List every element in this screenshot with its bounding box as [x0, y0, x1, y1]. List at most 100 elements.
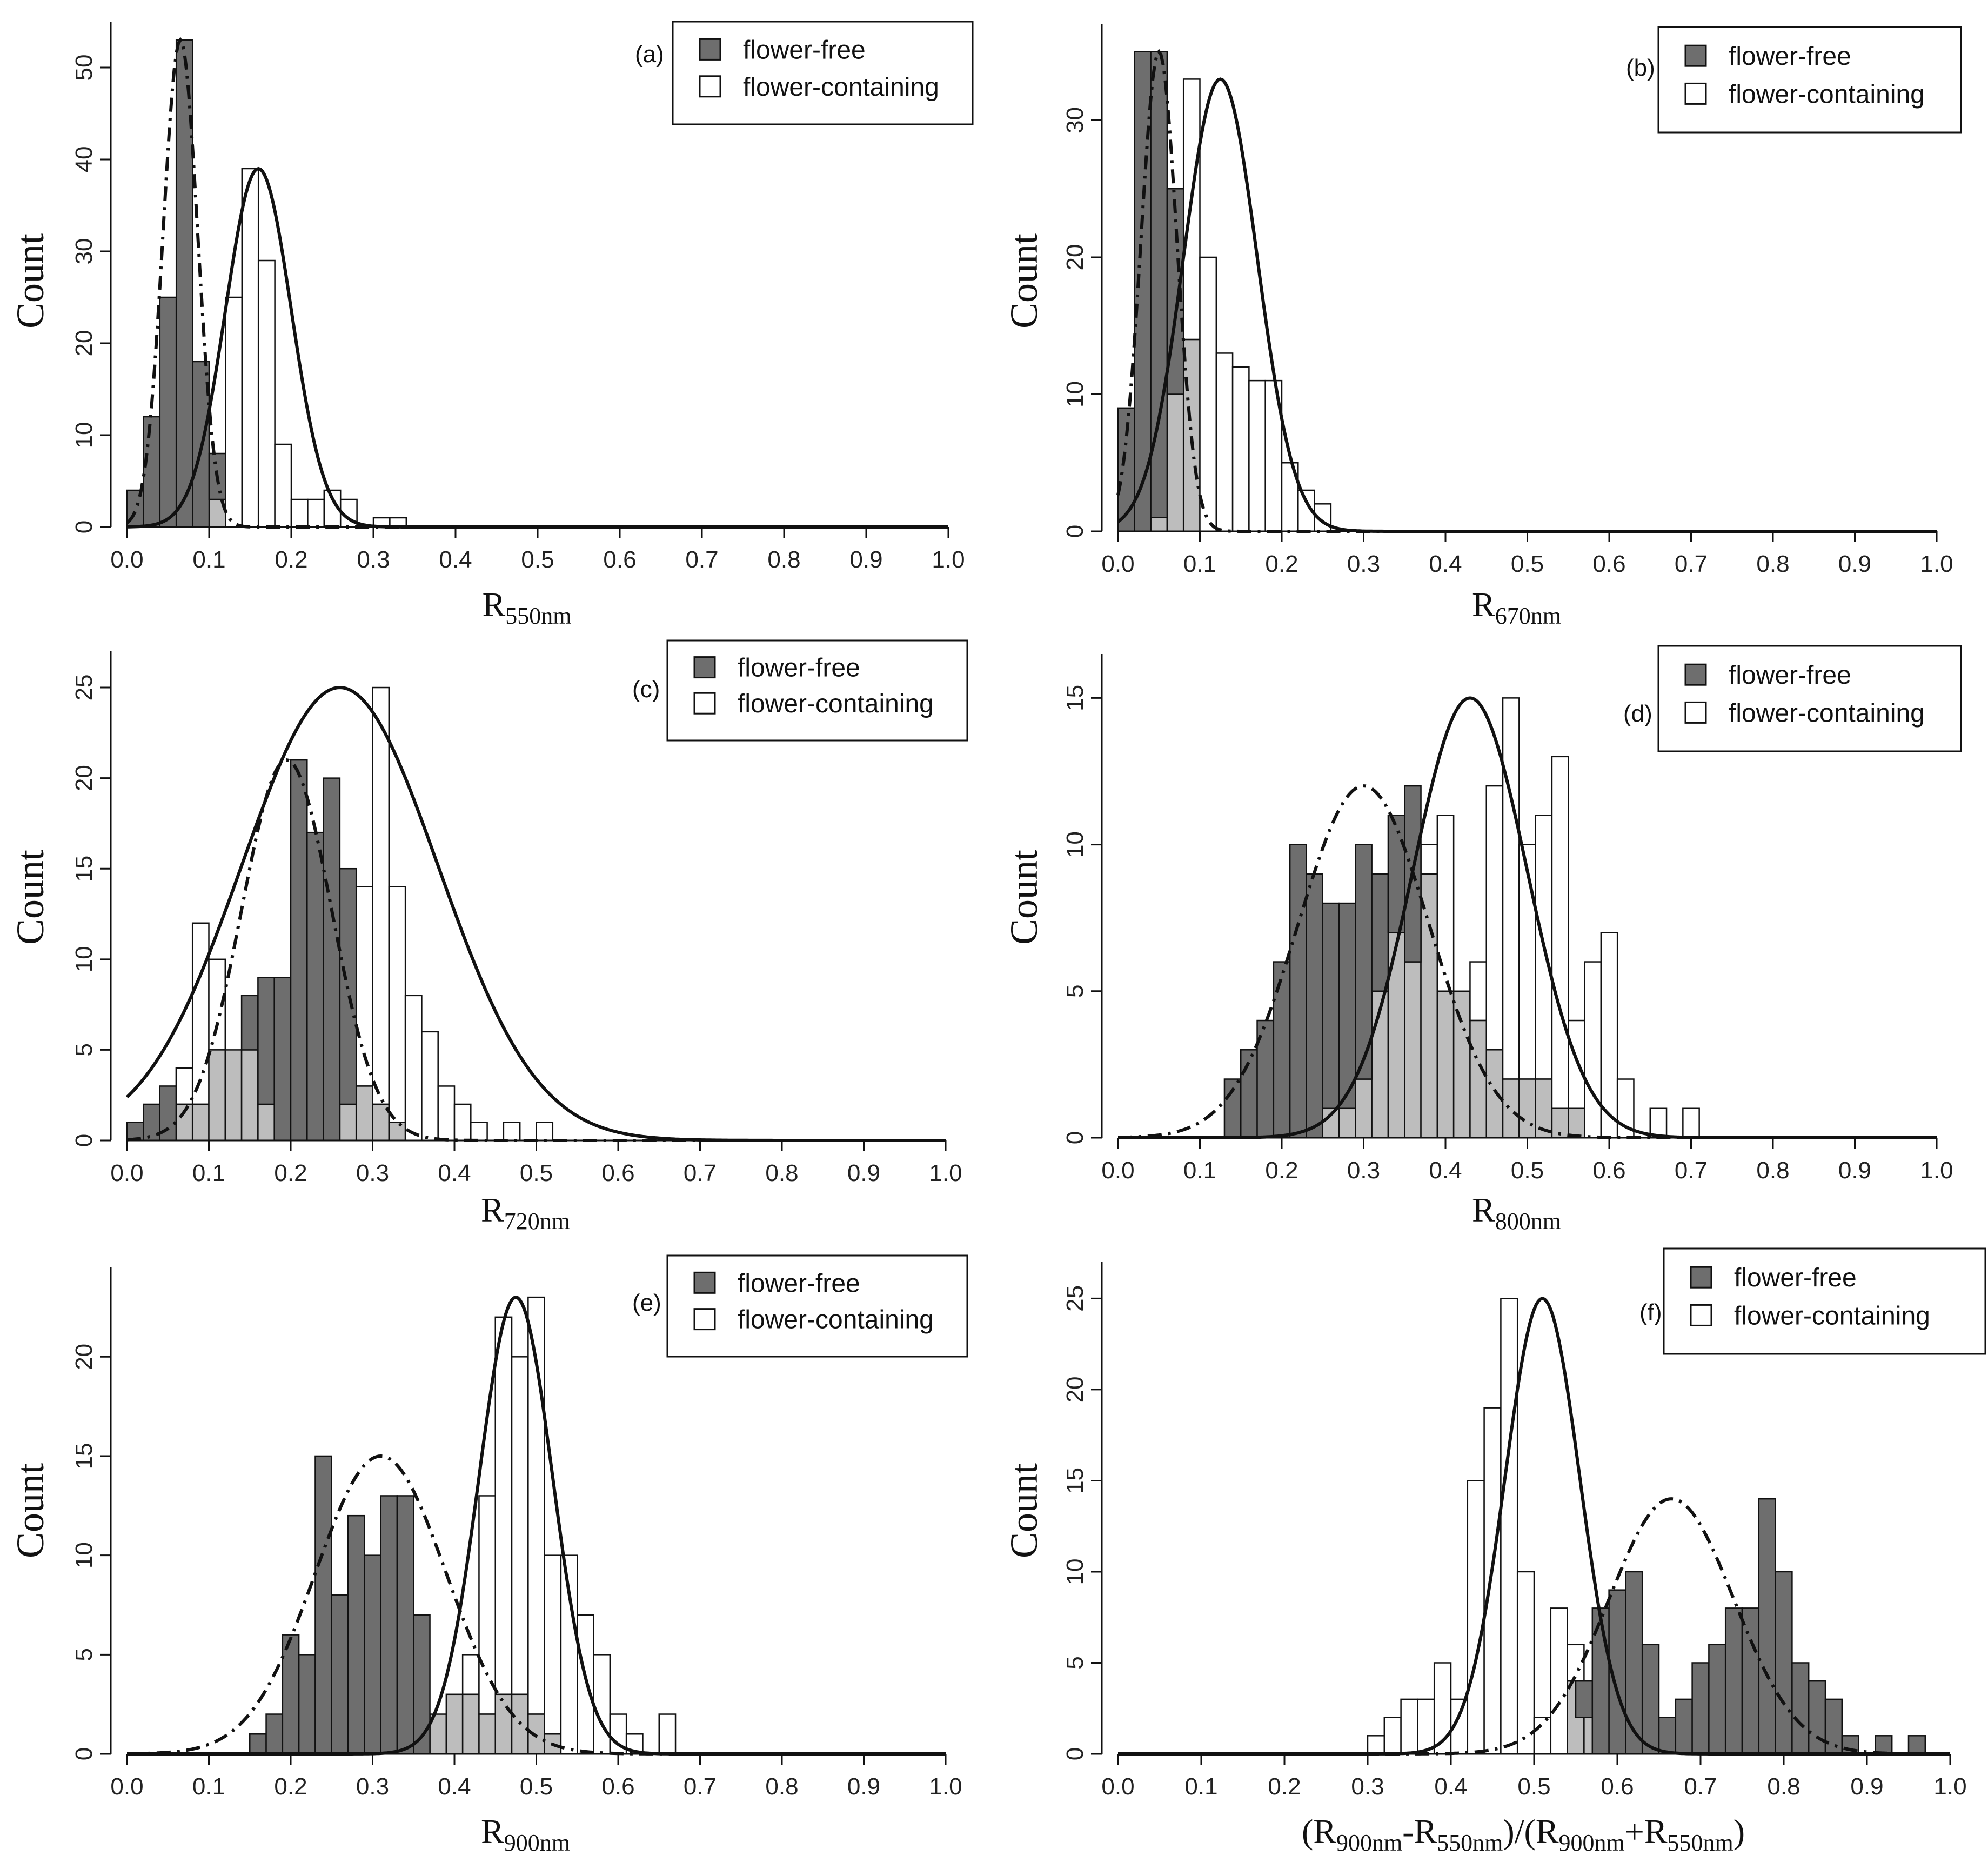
flower-free-bar: [143, 416, 161, 528]
flower-containing-bar: [1518, 844, 1536, 1080]
x-axis-title: R800nm: [1472, 1191, 1561, 1234]
x-tick-label: 0.5: [1517, 1773, 1550, 1800]
flower-free-bar: [1387, 815, 1405, 933]
flower-containing-bar: [1215, 352, 1234, 532]
x-tick-label: 0.7: [684, 1160, 717, 1186]
overlap-bar: [1568, 1107, 1585, 1139]
x-tick-label: 0.8: [1756, 551, 1789, 577]
panel-a: 0.0 0.1 0.2 0.3 0.4 0.5 0.6 0.7 0.8 0.9 1.0 0 10 20 30…: [9, 21, 974, 629]
x-tick-label: 0.8: [1756, 1157, 1789, 1184]
x-tick-label: 1.0: [1920, 1157, 1953, 1184]
flower-containing-bar: [593, 1654, 611, 1755]
x-tick-label: 0.9: [847, 1773, 880, 1800]
flower-free-bar: [240, 995, 259, 1051]
flower-free-bar: [1306, 873, 1324, 1139]
legend-flower-containing-swatch: [1690, 1304, 1712, 1326]
overlap-bar: [1452, 990, 1471, 1139]
legend-flower-containing-swatch: [1684, 701, 1707, 724]
flower-free-bar: [1808, 1680, 1826, 1755]
panel-tag: (c): [632, 676, 660, 703]
x-tick-label: 0.6: [1601, 1773, 1634, 1800]
y-tick-label: 15: [71, 1443, 97, 1470]
legend-box: [1657, 26, 1962, 134]
x-tick-label: 0.2: [275, 546, 307, 573]
flower-containing-bar: [1182, 78, 1201, 341]
x-tick-label: 0.0: [1101, 1157, 1134, 1184]
flower-free-bar: [1289, 844, 1307, 1139]
flower-containing-bar: [453, 1103, 472, 1142]
y-tick-label: 15: [1062, 685, 1088, 711]
y-tick-label: 5: [1062, 985, 1088, 998]
flower-free-bar: [1791, 1662, 1810, 1755]
legend-box: [1663, 1247, 1986, 1355]
x-tick-label: 0.7: [684, 1773, 717, 1800]
x-axis-title-main: R: [1472, 1191, 1495, 1229]
legend-flower-containing-label: flower-containing: [1734, 1302, 1930, 1330]
y-tick-label: 15: [1062, 1467, 1088, 1494]
legend-flower-containing-label: flower-containing: [1729, 699, 1925, 728]
y-tick-label: 5: [71, 1648, 97, 1661]
flower-free-bar: [282, 1634, 300, 1755]
legend-flower-free-label: flower-free: [1734, 1264, 1857, 1292]
overlap-bar: [240, 1049, 259, 1142]
legend-flower-containing-swatch: [1684, 82, 1707, 105]
flower-containing-bar: [1248, 379, 1266, 532]
x-axis-title-part: (R: [1302, 1812, 1336, 1851]
panel-e: 0.0 0.1 0.2 0.3 0.4 0.5 0.6 0.7 0.8 0.9 1.0 0 5 10 15 2…: [9, 1254, 968, 1856]
y-tick-label: 20: [1062, 1376, 1088, 1403]
flower-containing-bar: [658, 1713, 677, 1755]
overlap-bar: [461, 1693, 480, 1755]
x-tick-label: 0.0: [1101, 551, 1134, 577]
flower-containing-bar: [1231, 366, 1250, 532]
overlap-bar: [1166, 393, 1184, 532]
flower-containing-bar: [290, 498, 309, 528]
flower-containing-bar: [175, 1067, 193, 1105]
x-tick-label: 0.2: [1268, 1773, 1301, 1800]
x-tick-label: 0.8: [767, 546, 800, 573]
flower-free-bar: [1741, 1607, 1760, 1755]
x-tick-label: 0.4: [438, 1160, 471, 1186]
flower-containing-bar: [1600, 932, 1618, 1139]
x-axis-title-main: R: [481, 1191, 504, 1229]
flower-free-bar: [273, 977, 292, 1142]
flower-containing-bar: [257, 259, 276, 528]
legend-flower-free-swatch: [1690, 1266, 1712, 1289]
flower-containing-bar: [1550, 1607, 1568, 1755]
legend-flower-containing-label: flower-containing: [743, 73, 939, 102]
x-tick-label: 1.0: [1920, 551, 1953, 577]
x-axis-title: (R900nm-R550nm)/(R900nm+R550nm): [1302, 1812, 1745, 1856]
x-tick-label: 0.2: [274, 1773, 307, 1800]
x-tick-label: 0.1: [192, 546, 225, 573]
x-axis-title-main: R: [481, 1812, 504, 1851]
y-axis-title: Count: [1002, 850, 1046, 945]
flower-free-bar: [298, 1654, 316, 1755]
flower-containing-bar: [191, 922, 210, 1105]
flower-containing-bar: [388, 886, 406, 1123]
flower-containing-bar: [1584, 961, 1602, 1139]
flower-free-bar: [396, 1495, 414, 1755]
y-tick-label: 25: [1062, 1285, 1088, 1312]
x-axis-title-main: R: [483, 585, 506, 624]
y-tick-label: 10: [71, 1542, 97, 1569]
x-tick-label: 0.4: [1429, 1157, 1462, 1184]
x-tick-label: 0.8: [1767, 1773, 1800, 1800]
flower-containing-bar: [494, 1316, 513, 1696]
x-tick-label: 0.1: [1183, 1157, 1216, 1184]
flower-containing-bar: [1199, 256, 1217, 532]
x-tick-label: 0.8: [765, 1160, 798, 1186]
x-tick-label: 0.3: [357, 546, 390, 573]
x-tick-label: 0.5: [1511, 551, 1544, 577]
x-tick-label: 0.5: [520, 1773, 553, 1800]
flower-free-bar: [1273, 961, 1291, 1139]
flower-containing-bar: [1567, 1644, 1585, 1682]
legend-flower-free-swatch: [1684, 663, 1707, 686]
x-axis-title-subscript: 900nm: [504, 1830, 570, 1856]
overlap-bar: [1150, 517, 1168, 532]
flower-free-bar: [290, 759, 308, 1142]
x-tick-label: 0.9: [849, 546, 882, 573]
x-axis-title-part: -R: [1402, 1812, 1437, 1851]
flower-containing-bar: [1367, 1735, 1385, 1755]
x-tick-label: 0.0: [110, 1160, 143, 1186]
y-axis-title: Count: [1002, 233, 1046, 329]
x-tick-label: 0.7: [1675, 551, 1708, 577]
